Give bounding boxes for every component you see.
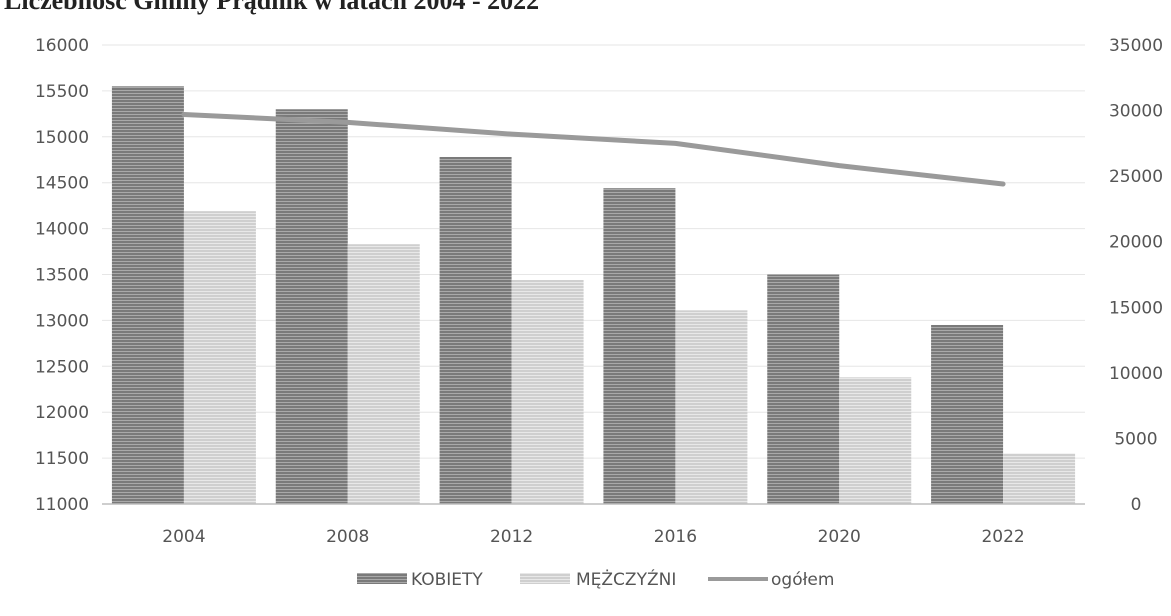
x-tick-label: 2012 xyxy=(490,527,533,547)
bar-mezczyzni xyxy=(1003,453,1076,504)
y-left-tick-label: 12500 xyxy=(35,357,89,377)
bar-kobiety xyxy=(111,86,184,504)
y-left-tick-label: 15500 xyxy=(35,82,89,102)
legend-label-kobiety: KOBIETY xyxy=(411,570,483,590)
y-left-tick-label: 11500 xyxy=(35,449,89,469)
bar-mezczyzni xyxy=(347,244,420,504)
x-tick-label: 2004 xyxy=(162,527,205,547)
legend-swatch-mezczyzni xyxy=(520,573,570,584)
bar-kobiety xyxy=(275,109,348,504)
bar-mezczyzni xyxy=(675,310,748,504)
y-left-tick-label: 14500 xyxy=(35,174,89,194)
y-left-tick-label: 15000 xyxy=(35,128,89,148)
bar-kobiety xyxy=(767,274,840,504)
y-right-tick-label: 30000 xyxy=(1109,102,1163,122)
y-right-tick-label: 5000 xyxy=(1114,429,1157,449)
y-right-tick-label: 10000 xyxy=(1109,364,1163,384)
y-right-tick-label: 25000 xyxy=(1109,167,1163,187)
y-right-tick-label: 15000 xyxy=(1109,298,1163,318)
bar-mezczyzni xyxy=(511,280,584,504)
y-left-tick-label: 16000 xyxy=(35,36,89,56)
legend-label-ogolem: ogółem xyxy=(771,570,834,590)
y-right-tick-label: 0 xyxy=(1131,495,1142,515)
x-tick-label: 2020 xyxy=(818,527,861,547)
bar-kobiety xyxy=(439,156,512,504)
y-left-tick-label: 14000 xyxy=(35,220,89,240)
y-left-tick-label: 13000 xyxy=(35,311,89,331)
bar-kobiety xyxy=(603,188,676,504)
bar-mezczyzni xyxy=(839,377,912,504)
bar-mezczyzni xyxy=(183,211,256,504)
x-tick-label: 2008 xyxy=(326,527,369,547)
y-left-tick-label: 13500 xyxy=(35,266,89,286)
x-tick-label: 2016 xyxy=(654,527,697,547)
y-right-tick-label: 20000 xyxy=(1109,233,1163,253)
chart-title: Liczebność Gminy Prądnik w latach 2004 -… xyxy=(4,0,540,15)
y-left-tick-label: 12000 xyxy=(35,403,89,423)
x-tick-label: 2022 xyxy=(981,527,1024,547)
legend-label-mezczyzni: MĘŻCZYŹNI xyxy=(576,568,676,590)
bar-kobiety xyxy=(931,324,1004,504)
y-left-tick-label: 11000 xyxy=(35,495,89,515)
line-ogolem xyxy=(181,112,1006,187)
y-right-tick-label: 35000 xyxy=(1109,36,1163,56)
legend-swatch-kobiety xyxy=(357,573,407,584)
